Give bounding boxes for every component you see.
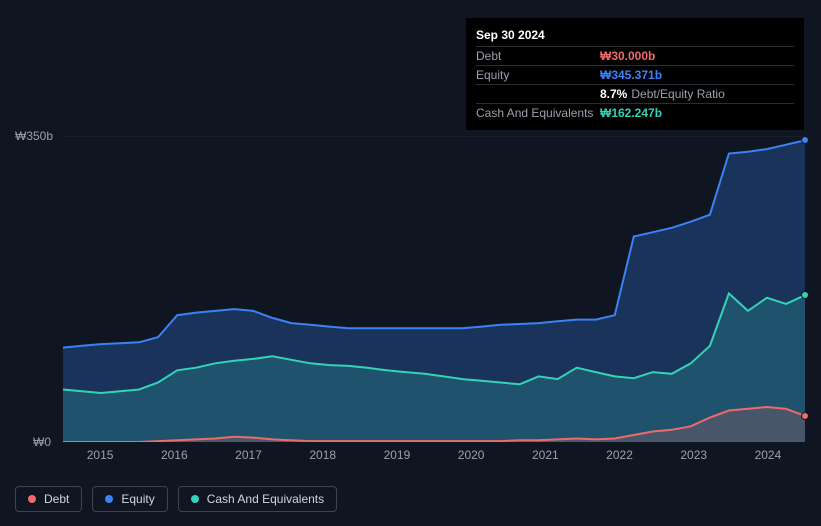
legend-item-debt[interactable]: Debt bbox=[15, 486, 82, 512]
tooltip-value: 8.7%Debt/Equity Ratio bbox=[600, 87, 725, 101]
series-end-marker bbox=[801, 136, 809, 144]
legend-dot-icon bbox=[191, 495, 199, 503]
x-axis-labels: 2015201620172018201920202021202220232024 bbox=[63, 448, 805, 464]
x-axis-label: 2022 bbox=[582, 448, 656, 464]
legend-label: Debt bbox=[44, 492, 69, 506]
y-axis-label: ₩350b bbox=[15, 129, 51, 143]
x-axis-label: 2015 bbox=[63, 448, 137, 464]
chart-legend: Debt Equity Cash And Equivalents bbox=[15, 486, 337, 512]
legend-label: Equity bbox=[121, 492, 154, 506]
tooltip-row: Debt₩30.000b bbox=[476, 46, 794, 65]
tooltip-label bbox=[476, 87, 600, 101]
tooltip-value: ₩30.000b bbox=[600, 49, 655, 63]
x-axis-label: 2024 bbox=[731, 448, 805, 464]
legend-label: Cash And Equivalents bbox=[207, 492, 324, 506]
x-axis-label: 2019 bbox=[360, 448, 434, 464]
tooltip-row: 8.7%Debt/Equity Ratio bbox=[476, 84, 794, 103]
legend-item-cash-and-equivalents[interactable]: Cash And Equivalents bbox=[178, 486, 337, 512]
chart-container: ₩350b ₩0 20152016201720182019202020212022… bbox=[15, 118, 805, 474]
tooltip-value: ₩345.371b bbox=[600, 68, 662, 82]
tooltip-row: Equity₩345.371b bbox=[476, 65, 794, 84]
tooltip-date: Sep 30 2024 bbox=[476, 26, 794, 46]
y-axis-label: ₩0 bbox=[15, 435, 51, 449]
legend-dot-icon bbox=[105, 495, 113, 503]
x-axis-label: 2018 bbox=[286, 448, 360, 464]
x-axis-label: 2016 bbox=[137, 448, 211, 464]
series-end-marker bbox=[801, 291, 809, 299]
chart-plot bbox=[63, 136, 805, 442]
tooltip-label: Debt bbox=[476, 49, 600, 63]
legend-dot-icon bbox=[28, 495, 36, 503]
x-axis-label: 2017 bbox=[211, 448, 285, 464]
x-axis-label: 2020 bbox=[434, 448, 508, 464]
x-axis-label: 2021 bbox=[508, 448, 582, 464]
legend-item-equity[interactable]: Equity bbox=[92, 486, 167, 512]
tooltip-label: Equity bbox=[476, 68, 600, 82]
chart-tooltip: Sep 30 2024 Debt₩30.000bEquity₩345.371b8… bbox=[466, 18, 804, 130]
x-axis-label: 2023 bbox=[657, 448, 731, 464]
series-end-marker bbox=[801, 412, 809, 420]
